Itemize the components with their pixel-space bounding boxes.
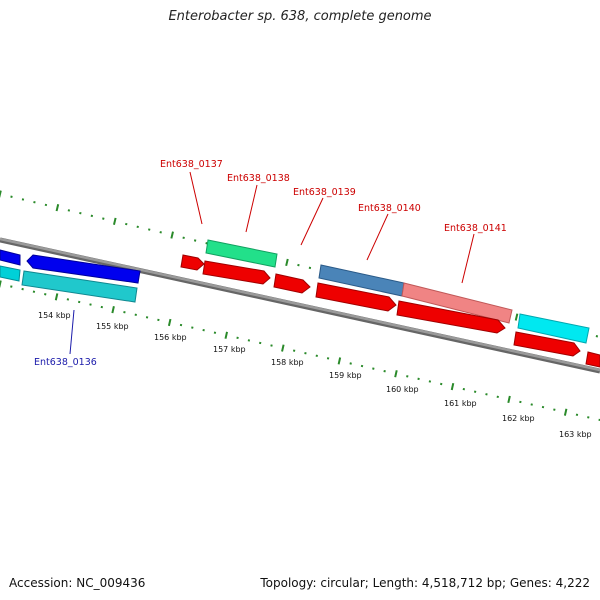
map-title: Enterobacter sp. 638, complete genome: [168, 9, 432, 24]
kbp-label-160: 160 kbp: [386, 385, 419, 394]
outer-ring-major-tick: [170, 231, 174, 239]
kbp-label-156: 156 kbp: [154, 333, 187, 342]
inner-ring-major-tick: [337, 357, 342, 365]
kbp-label-163: 163 kbp: [559, 430, 592, 439]
leader-line-0136: [69, 309, 75, 355]
kbp-label-159: 159 kbp: [329, 371, 362, 380]
feature-gene-red-0137[interactable]: [180, 254, 205, 271]
gene-labels: Ent638_0136 Ent638_0137 Ent638_0138 Ent6…: [34, 159, 507, 368]
outer-ring-major-tick: [112, 217, 117, 225]
feature-gene-green-0138[interactable]: [205, 239, 278, 268]
outer-ring-major-tick: [55, 204, 60, 212]
kbp-label-162: 162 kbp: [502, 414, 535, 423]
leader-line-0138: [245, 184, 258, 233]
feature-gene-pink-0141[interactable]: [401, 282, 513, 324]
leader-line-0137: [189, 171, 203, 225]
feature-gene-red-right-edge[interactable]: [585, 351, 600, 368]
inner-ring-major-tick: [224, 331, 229, 339]
leader-line-0140: [366, 213, 389, 261]
kbp-label-161: 161 kbp: [444, 399, 477, 408]
inner-tick-ring: [0, 280, 600, 422]
inner-ring-major-tick: [563, 408, 568, 416]
kbp-label-155: 155 kbp: [96, 322, 129, 331]
inner-ring-major-tick: [281, 344, 285, 352]
genome-summary-text: Topology: circular; Length: 4,518,712 bp…: [260, 576, 590, 590]
feature-gene-blue-reverse[interactable]: [26, 254, 141, 284]
outer-ring-major-tick: [285, 258, 289, 267]
feature-gene-red-0139[interactable]: [273, 273, 311, 294]
kbp-label-154: 154 kbp: [38, 311, 71, 320]
feature-gene-cyan-right[interactable]: [517, 313, 590, 344]
gene-label-0140[interactable]: Ent638_0140: [358, 203, 421, 214]
outer-ring-major-tick: [514, 313, 519, 321]
feature-gene-red-0141[interactable]: [396, 300, 506, 334]
gene-label-0138[interactable]: Ent638_0138: [227, 173, 290, 184]
feature-gene-red-0140[interactable]: [315, 282, 397, 312]
inner-ring-major-tick: [394, 370, 398, 378]
inner-ring-major-tick: [450, 382, 455, 391]
gene-label-0141[interactable]: Ent638_0141: [444, 223, 507, 234]
inner-ring-major-tick: [0, 280, 2, 288]
inner-ring-major-tick: [54, 293, 59, 301]
kbp-label-157: 157 kbp: [213, 345, 246, 354]
gene-label-leaders: [69, 171, 475, 355]
inner-ring-major-tick: [167, 318, 172, 327]
feature-gene-red-right[interactable]: [513, 331, 581, 357]
gene-label-0137[interactable]: Ent638_0137: [160, 159, 223, 170]
feature-gene-cyan-0136[interactable]: [21, 270, 138, 303]
gene-label-0139[interactable]: Ent638_0139: [293, 187, 356, 198]
inner-ring-major-tick: [507, 395, 511, 404]
genome-backbone: [0, 237, 600, 374]
gene-features: [0, 239, 600, 368]
outer-ring-major-tick: [0, 190, 2, 198]
leader-line-0141: [461, 233, 475, 284]
kbp-label-158: 158 kbp: [271, 358, 304, 367]
feature-gene-cyan-lower-edge[interactable]: [0, 265, 21, 282]
leader-line-0139: [300, 197, 324, 246]
kbp-labels: 154 kbp 155 kbp 156 kbp 157 kbp 158 kbp …: [38, 311, 592, 439]
feature-gene-upper-left-edge[interactable]: [0, 249, 21, 266]
inner-ring-major-tick: [111, 306, 115, 314]
feature-gene-red-0138[interactable]: [202, 260, 271, 285]
gene-label-0136[interactable]: Ent638_0136: [34, 357, 97, 368]
accession-text: Accession: NC_009436: [9, 576, 146, 590]
